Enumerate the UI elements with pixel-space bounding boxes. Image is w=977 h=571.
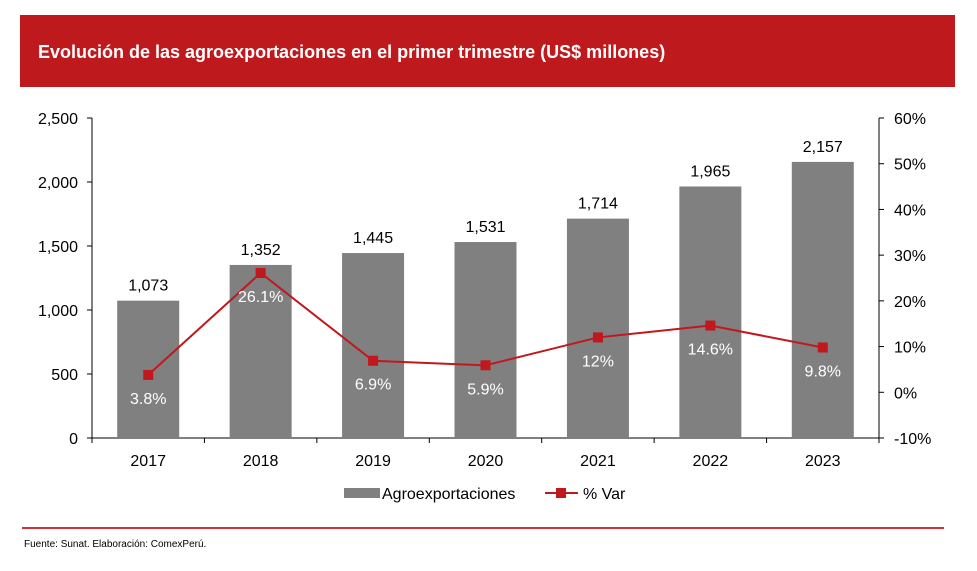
right-tick-label: 20%	[894, 294, 926, 311]
legend-bar-swatch	[344, 488, 380, 498]
var-value-label: 3.8%	[130, 391, 166, 408]
legend-line-marker	[556, 488, 566, 498]
right-tick-label: 50%	[894, 157, 926, 174]
var-value-label: 14.6%	[688, 342, 733, 359]
var-marker-2020	[480, 360, 491, 371]
left-tick-label: 1,000	[38, 303, 78, 320]
legend-bar-label: Agroexportaciones	[382, 486, 515, 503]
x-tick-label: 2018	[243, 453, 279, 470]
var-marker-2018	[255, 267, 266, 278]
left-tick-label: 1,500	[38, 239, 78, 256]
var-marker-2021	[592, 332, 603, 343]
footer-divider	[22, 527, 944, 529]
var-value-label: 9.8%	[805, 363, 841, 380]
var-value-label: 12%	[582, 353, 614, 370]
bar-2019	[342, 253, 405, 438]
var-value-label: 6.9%	[355, 377, 391, 394]
bar-value-label: 1,073	[128, 278, 168, 295]
bar-2022	[679, 186, 742, 438]
right-tick-label: 0%	[894, 385, 917, 402]
right-tick-label: 60%	[894, 111, 926, 128]
bar-2018	[229, 264, 292, 438]
bar-2020	[454, 242, 517, 438]
bar-value-label: 1,714	[578, 196, 618, 213]
bar-value-label: 1,531	[465, 219, 505, 236]
bar-2021	[566, 218, 629, 438]
bar-value-label: 1,965	[690, 163, 730, 180]
bar-value-label: 1,445	[353, 230, 393, 247]
x-tick-label: 2020	[468, 453, 504, 470]
var-marker-2023	[817, 342, 828, 353]
x-tick-label: 2017	[130, 453, 166, 470]
var-value-label: 5.9%	[467, 381, 503, 398]
right-tick-label: 40%	[894, 202, 926, 219]
x-tick-label: 2023	[805, 453, 841, 470]
var-marker-2019	[368, 355, 379, 366]
var-value-label: 26.1%	[238, 289, 283, 306]
var-marker-2022	[705, 320, 716, 331]
bar-value-label: 2,157	[803, 139, 843, 156]
bar-2017	[117, 300, 180, 438]
var-marker-2017	[143, 369, 154, 380]
source-note: Fuente: Sunat. Elaboración: ComexPerú.	[24, 539, 207, 550]
legend-line-label: % Var	[583, 486, 626, 503]
bar-2023	[791, 161, 854, 439]
left-tick-label: 500	[51, 367, 78, 384]
right-tick-label: 10%	[894, 340, 926, 357]
left-tick-label: 2,000	[38, 175, 78, 192]
right-tick-label: 30%	[894, 248, 926, 265]
chart-title: Evolución de las agroexportaciones en el…	[38, 42, 666, 62]
title-bar: Evolución de las agroexportaciones en el…	[20, 15, 955, 87]
bar-value-label: 1,352	[241, 242, 281, 259]
left-tick-label: 0	[69, 431, 78, 448]
x-tick-label: 2021	[580, 453, 616, 470]
left-tick-label: 2,500	[38, 111, 78, 128]
x-tick-label: 2022	[693, 453, 729, 470]
right-tick-label: -10%	[894, 431, 931, 448]
x-tick-label: 2019	[355, 453, 391, 470]
